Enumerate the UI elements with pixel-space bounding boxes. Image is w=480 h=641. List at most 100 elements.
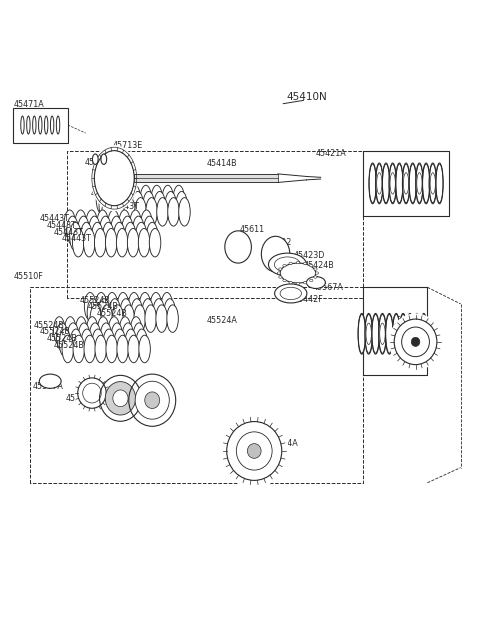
Ellipse shape [436,163,443,204]
Ellipse shape [315,272,319,274]
Ellipse shape [102,197,113,226]
Ellipse shape [420,313,428,354]
Ellipse shape [416,163,423,204]
Ellipse shape [111,216,122,245]
Ellipse shape [59,329,71,356]
Text: 45524B: 45524B [40,328,71,337]
Ellipse shape [161,292,173,320]
Ellipse shape [145,392,160,408]
Ellipse shape [72,228,84,257]
Ellipse shape [144,216,155,245]
Text: 45443T: 45443T [54,228,84,237]
Ellipse shape [236,432,272,470]
Ellipse shape [78,323,90,351]
Ellipse shape [411,337,420,346]
Ellipse shape [93,154,98,164]
Text: 45524C: 45524C [94,400,125,409]
Ellipse shape [252,429,280,447]
Ellipse shape [117,292,129,320]
Text: 45611: 45611 [240,225,265,234]
Ellipse shape [296,282,300,285]
Ellipse shape [103,222,114,251]
Ellipse shape [220,414,288,488]
Ellipse shape [154,192,166,220]
Ellipse shape [84,228,95,257]
Ellipse shape [143,192,155,220]
Ellipse shape [303,262,307,265]
Ellipse shape [135,222,147,251]
Text: 45567A: 45567A [32,383,63,392]
Ellipse shape [283,279,286,281]
Ellipse shape [113,390,128,406]
Text: 45524B: 45524B [54,340,85,350]
Ellipse shape [146,222,158,251]
Ellipse shape [247,444,261,458]
Ellipse shape [132,192,144,220]
Ellipse shape [156,305,168,333]
Ellipse shape [56,116,60,134]
Ellipse shape [103,329,115,356]
Text: 45443T: 45443T [91,189,120,198]
Ellipse shape [283,265,286,267]
Text: 45524B: 45524B [80,296,110,304]
Ellipse shape [100,216,111,245]
Text: 45524B: 45524B [96,309,128,318]
Ellipse shape [78,216,89,245]
Ellipse shape [151,185,163,213]
Bar [134,174,278,183]
Text: 45713E: 45713E [113,142,143,151]
Ellipse shape [125,329,136,356]
Ellipse shape [97,210,108,238]
Ellipse shape [75,210,86,238]
Ellipse shape [106,228,117,257]
Ellipse shape [289,281,292,284]
Ellipse shape [87,299,99,326]
Ellipse shape [106,292,118,320]
Ellipse shape [89,323,101,351]
Ellipse shape [289,262,292,265]
Ellipse shape [45,116,48,134]
Ellipse shape [117,335,129,363]
Text: 45443T: 45443T [100,196,130,204]
Ellipse shape [92,329,104,356]
Ellipse shape [99,192,110,220]
Ellipse shape [81,329,93,356]
Ellipse shape [310,265,313,267]
Ellipse shape [86,210,97,238]
Ellipse shape [116,228,128,257]
Ellipse shape [56,323,68,351]
Text: 45456B: 45456B [392,316,422,325]
Text: 45443T: 45443T [47,221,76,230]
Ellipse shape [173,185,184,213]
Text: 45510F: 45510F [13,272,43,281]
Ellipse shape [422,163,430,204]
Ellipse shape [157,197,168,226]
Ellipse shape [168,197,179,226]
Ellipse shape [96,292,107,320]
Ellipse shape [277,272,281,274]
Ellipse shape [84,335,96,363]
Ellipse shape [70,329,82,356]
Ellipse shape [128,335,139,363]
Ellipse shape [406,313,414,354]
Ellipse shape [98,299,109,326]
Text: 45443T: 45443T [40,215,70,224]
Ellipse shape [123,305,134,333]
Ellipse shape [164,299,176,326]
Ellipse shape [376,163,383,204]
Ellipse shape [111,323,123,351]
Ellipse shape [165,192,176,220]
Ellipse shape [303,281,307,284]
Ellipse shape [92,222,103,251]
Ellipse shape [81,222,92,251]
Ellipse shape [74,374,110,412]
Text: 45423D: 45423D [293,251,324,260]
Ellipse shape [100,323,112,351]
Ellipse shape [279,268,282,271]
Text: 45524B: 45524B [47,334,77,343]
Text: 45524B: 45524B [33,320,64,329]
Text: 45542D: 45542D [65,394,97,403]
Ellipse shape [135,197,146,226]
Ellipse shape [110,192,121,220]
Ellipse shape [53,317,65,344]
